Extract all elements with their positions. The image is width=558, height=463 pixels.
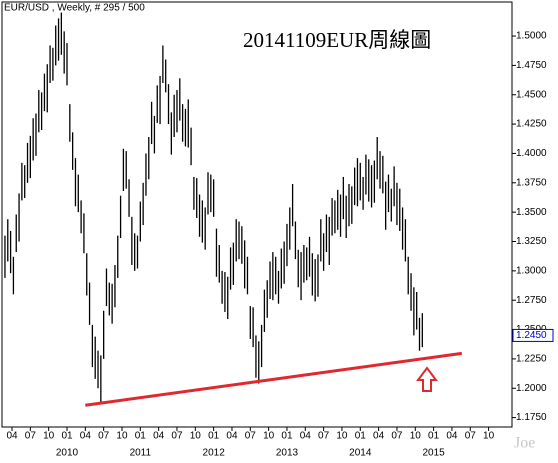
last-value-label: 1.2450 <box>516 330 547 341</box>
chart-title: 20141109EUR周線圖 <box>243 28 431 52</box>
x-tick-label: 07 <box>391 431 403 442</box>
x-tick-label: 04 <box>80 431 92 442</box>
y-tick-label: 1.4000 <box>516 148 547 159</box>
x-tick-label: 01 <box>208 431 220 442</box>
x-tick-label: 01 <box>281 431 293 442</box>
x-tick-label: 10 <box>116 431 128 442</box>
y-tick-label: 1.4250 <box>516 119 547 130</box>
y-tick-label: 1.2000 <box>516 383 547 394</box>
x-tick-label: 10 <box>336 431 348 442</box>
year-label: 2010 <box>56 448 79 459</box>
chart-header: EUR/USD , Weekly, # 295 / 500 <box>4 3 145 14</box>
y-tick-label: 1.2750 <box>516 295 547 306</box>
y-tick-label: 1.2250 <box>516 354 547 365</box>
y-tick-label: 1.4500 <box>516 89 547 100</box>
x-tick-label: 10 <box>263 431 275 442</box>
x-tick-label: 04 <box>226 431 238 442</box>
y-tick-label: 1.4750 <box>516 60 547 71</box>
year-label: 2015 <box>422 448 445 459</box>
x-tick-label: 07 <box>318 431 330 442</box>
year-label: 2011 <box>130 448 152 459</box>
x-tick-label: 01 <box>135 431 147 442</box>
last-value-box <box>512 328 554 342</box>
trend-line <box>85 351 463 407</box>
year-label: 2014 <box>349 448 372 459</box>
y-tick-label: 1.5000 <box>516 31 547 42</box>
year-label: 2013 <box>276 448 299 459</box>
x-tick-label: 10 <box>410 431 422 442</box>
x-tick-label: 01 <box>61 431 73 442</box>
x-tick-label: 04 <box>373 431 385 442</box>
x-tick-label: 07 <box>465 431 477 442</box>
x-tick-label: 07 <box>98 431 110 442</box>
x-tick-label: 07 <box>171 431 183 442</box>
x-tick-label: 01 <box>428 431 440 442</box>
x-tick-label: 04 <box>153 431 165 442</box>
x-tick-label: 04 <box>446 431 458 442</box>
x-tick-label: 10 <box>43 431 55 442</box>
y-tick-label: 1.3000 <box>516 265 547 276</box>
x-tick-label: 01 <box>355 431 367 442</box>
x-tick-label: 07 <box>245 431 257 442</box>
x-tick-label: 04 <box>6 431 18 442</box>
y-tick-label: 1.3750 <box>516 177 547 188</box>
year-label: 2012 <box>203 448 226 459</box>
plot-frame <box>1 1 513 428</box>
x-tick-label: 04 <box>300 431 312 442</box>
y-tick-label: 1.3500 <box>516 207 547 218</box>
x-tick-label: 10 <box>483 431 495 442</box>
x-tick-label: 10 <box>190 431 202 442</box>
x-tick-label: 07 <box>25 431 37 442</box>
arrow-icon <box>416 366 438 392</box>
y-tick-label: 1.3250 <box>516 236 547 247</box>
y-tick-label: 1.1750 <box>516 412 547 423</box>
watermark: Joe <box>514 435 535 452</box>
